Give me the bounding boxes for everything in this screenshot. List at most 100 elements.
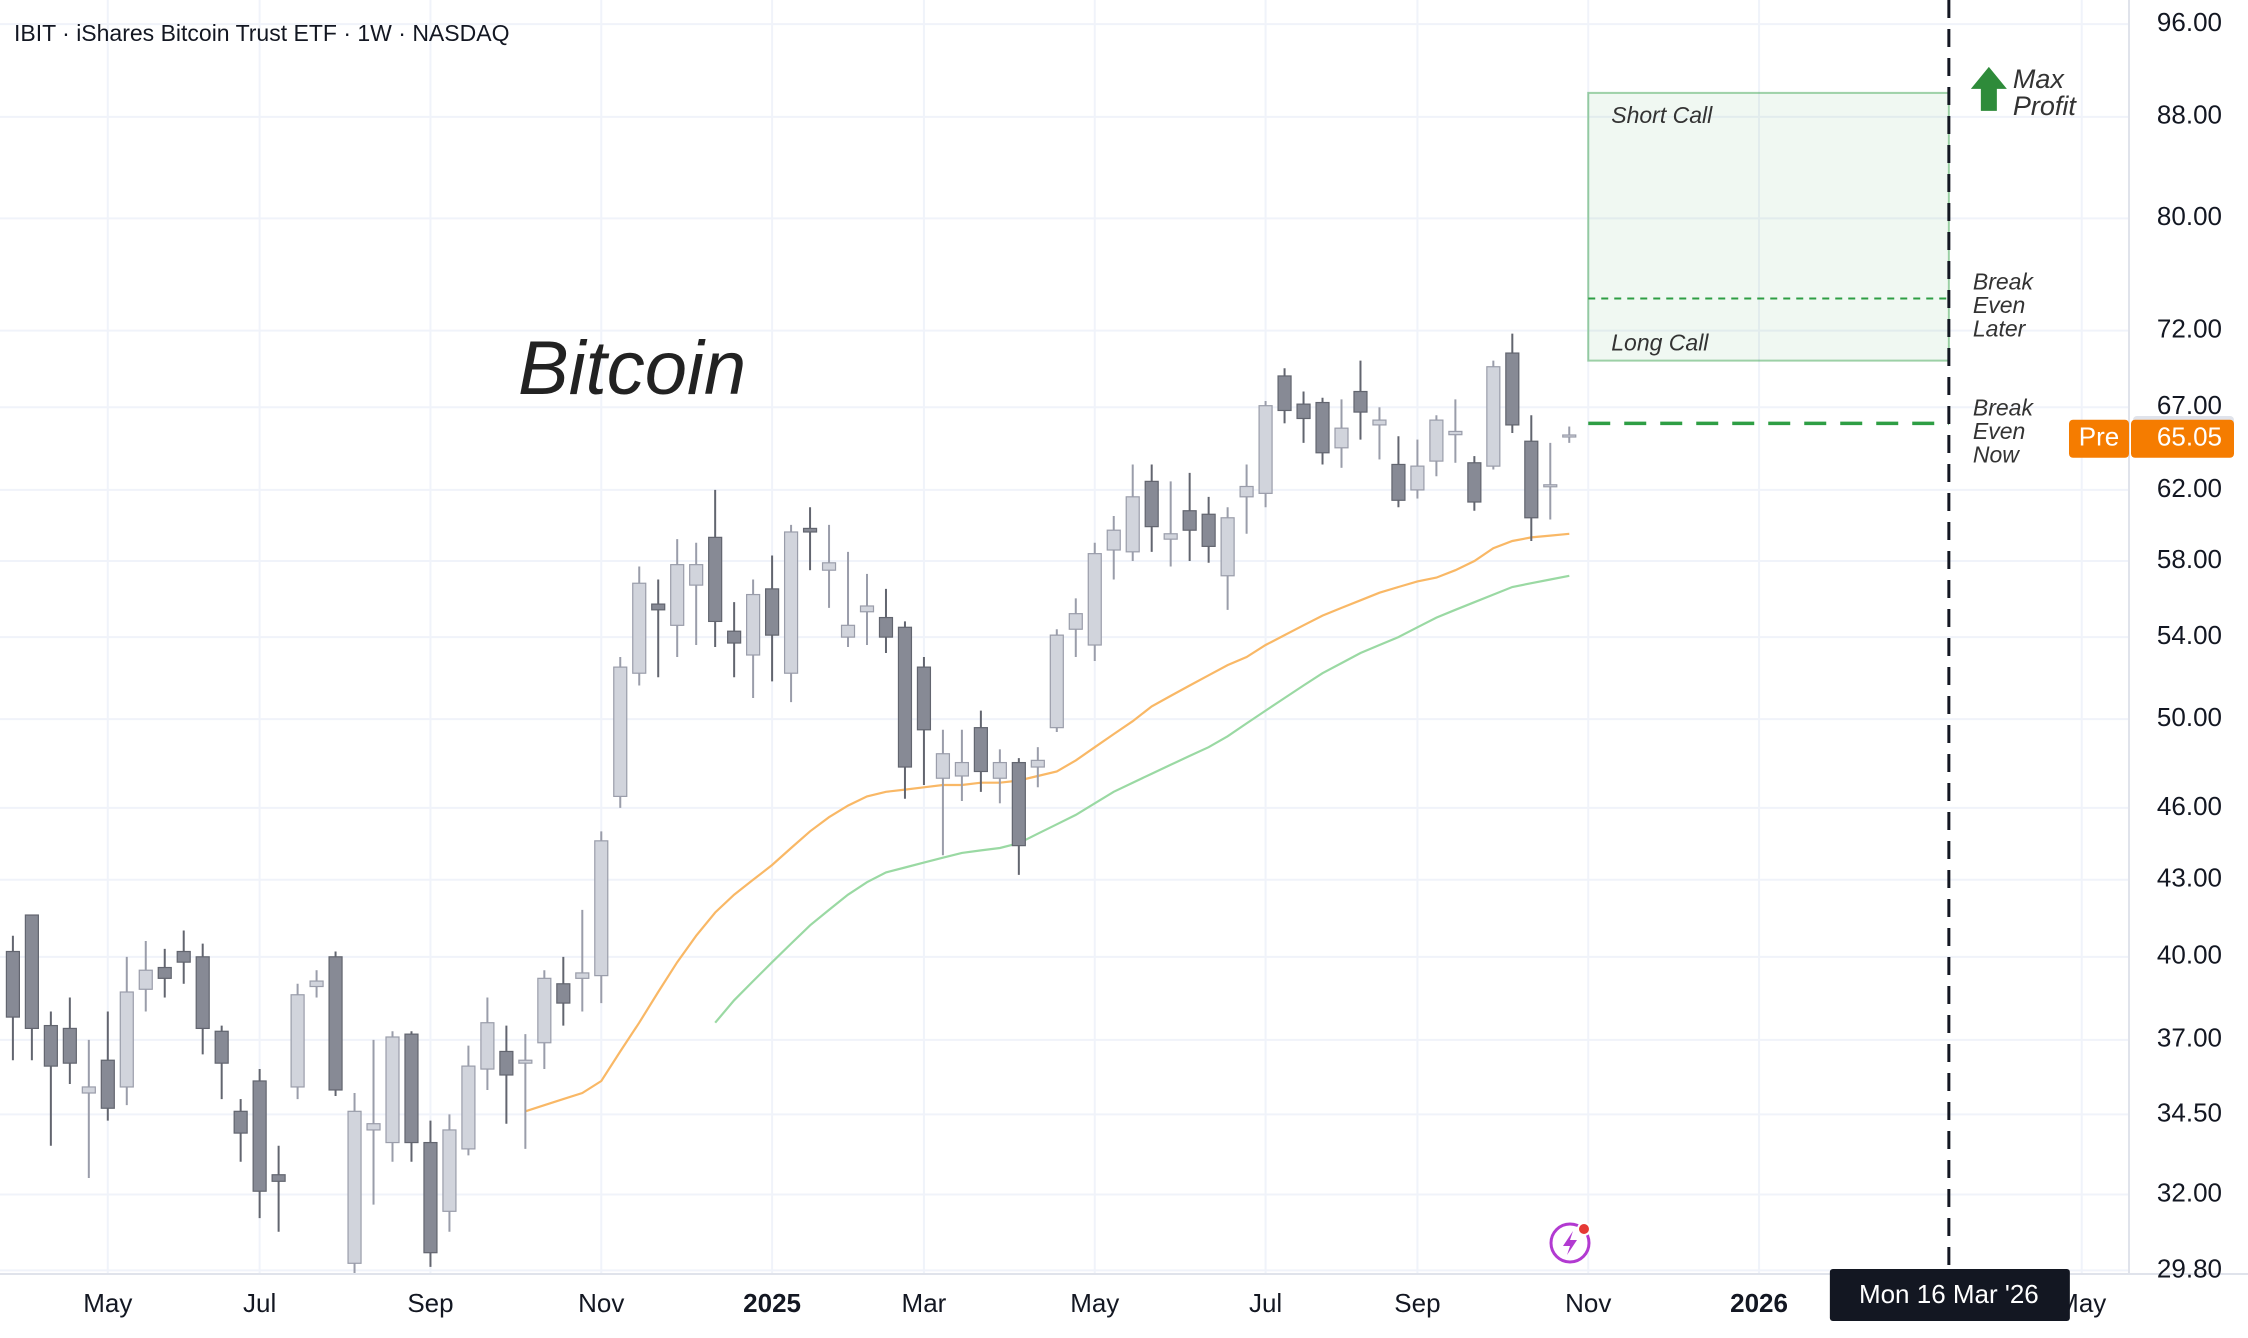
candle-body [727, 630, 742, 644]
y-tick-label: 32.00 [2157, 1177, 2222, 1207]
max-profit-arrow [1970, 66, 2007, 111]
x-tick-label: May [1070, 1288, 1119, 1318]
crosshair-date-box [1829, 1269, 2070, 1321]
candle-body [897, 626, 913, 768]
candle-body [157, 966, 172, 979]
candle-body [1087, 553, 1102, 646]
short-call-label: Short Call [1611, 102, 1713, 128]
x-tick-label: Nov [578, 1288, 624, 1318]
candle-body [366, 1123, 381, 1131]
candle-body [764, 588, 780, 636]
candle-body [1144, 480, 1159, 528]
x-tick-label: Sep [1394, 1288, 1440, 1318]
candle-body [1524, 440, 1539, 519]
candle-body [1011, 761, 1026, 847]
break-even-later-label: Later [1973, 316, 2027, 342]
x-tick-label: Sep [407, 1288, 453, 1318]
x-tick-label: Jul [243, 1288, 276, 1318]
candle-body [100, 1059, 115, 1109]
y-tick-label: 46.00 [2157, 791, 2222, 821]
candle-body [1543, 484, 1558, 488]
y-tick-label: 58.00 [2157, 544, 2222, 574]
y-tick-label: 54.00 [2157, 620, 2222, 650]
candle-body [1372, 419, 1387, 426]
candle-body [651, 603, 666, 611]
candle-body [783, 531, 799, 674]
candle-body [1239, 485, 1254, 498]
candle-body [632, 582, 647, 674]
candle-body [385, 1036, 400, 1144]
break-even-now-label: Now [1973, 441, 2020, 467]
candle-body [840, 624, 856, 638]
candle-body [708, 536, 723, 623]
chart-title: IBIT · iShares Bitcoin Trust ETF · 1W · … [14, 20, 509, 46]
y-tick-label: 40.00 [2157, 940, 2222, 970]
y-tick-label: 29.80 [2157, 1253, 2222, 1283]
candle-body [423, 1141, 438, 1254]
candle-body [916, 666, 932, 731]
x-tick-label: Jul [1249, 1288, 1282, 1318]
y-tick-label: 62.00 [2157, 473, 2222, 503]
icon-ring [1549, 1222, 1591, 1264]
candle-body [1125, 496, 1140, 553]
x-tick-label: 2025 [743, 1288, 801, 1318]
break-even-now-label: Break [1973, 394, 2035, 420]
icon-bolt [1563, 1231, 1577, 1255]
premarket-tag-label: Pre [2079, 422, 2119, 452]
candle-body [81, 1086, 96, 1094]
candle-body [1353, 390, 1368, 413]
candle-body [271, 1174, 286, 1182]
candle-body [1296, 403, 1311, 420]
candle-body [613, 666, 628, 798]
x-tick-label: 2026 [1730, 1288, 1788, 1318]
y-tick-label: 80.00 [2157, 201, 2222, 231]
candle-body [24, 914, 39, 1030]
candle-body [537, 977, 552, 1044]
y-tick-label: 43.00 [2157, 863, 2222, 893]
max-profit-label: Max [2013, 64, 2066, 94]
candle-body [290, 994, 305, 1088]
candle-body [1315, 401, 1330, 454]
candle-body [461, 1065, 476, 1150]
alert-icon[interactable] [1549, 1222, 1591, 1264]
candle-body [1030, 759, 1045, 768]
crosshair-date: Mon 16 Mar '26 [1859, 1279, 2039, 1309]
candle-body [176, 950, 191, 963]
candle-body [1277, 375, 1292, 412]
annotation: Bitcoin [518, 326, 746, 411]
y-tick-label: 88.00 [2157, 100, 2222, 130]
icon-dot [1577, 1222, 1591, 1236]
candle-body [1391, 463, 1406, 501]
y-tick-label: 96.00 [2157, 7, 2222, 37]
x-tick-label: Nov [1565, 1288, 1611, 1318]
y-tick-label: 67.00 [2157, 390, 2222, 420]
profit-zone [1587, 91, 1950, 362]
candle-body [1486, 366, 1501, 467]
candle-body [442, 1129, 457, 1212]
long-call-label: Long Call [1611, 330, 1709, 356]
moving-average [714, 574, 1570, 1024]
candle-body [1106, 529, 1121, 551]
candle-body [1448, 430, 1463, 436]
max-profit-label: Profit [2013, 91, 2078, 121]
candle-body [480, 1022, 495, 1070]
x-tick-label: May [83, 1288, 132, 1318]
premarket-box [2131, 419, 2234, 458]
candle-body [1334, 427, 1349, 449]
candle-body [1220, 517, 1235, 577]
candle-body [1201, 513, 1216, 547]
candle-body [575, 972, 590, 979]
candle-body [878, 616, 894, 638]
moving-average [525, 532, 1570, 1113]
y-tick-label: 34.50 [2157, 1097, 2222, 1127]
candle-body [214, 1030, 229, 1064]
candle-body [935, 753, 951, 779]
candle-body [1429, 419, 1444, 462]
candle-body [195, 956, 210, 1030]
candle-body [689, 564, 704, 586]
candle-body [973, 727, 988, 773]
candle-body [821, 562, 837, 571]
candle-body [954, 761, 970, 777]
